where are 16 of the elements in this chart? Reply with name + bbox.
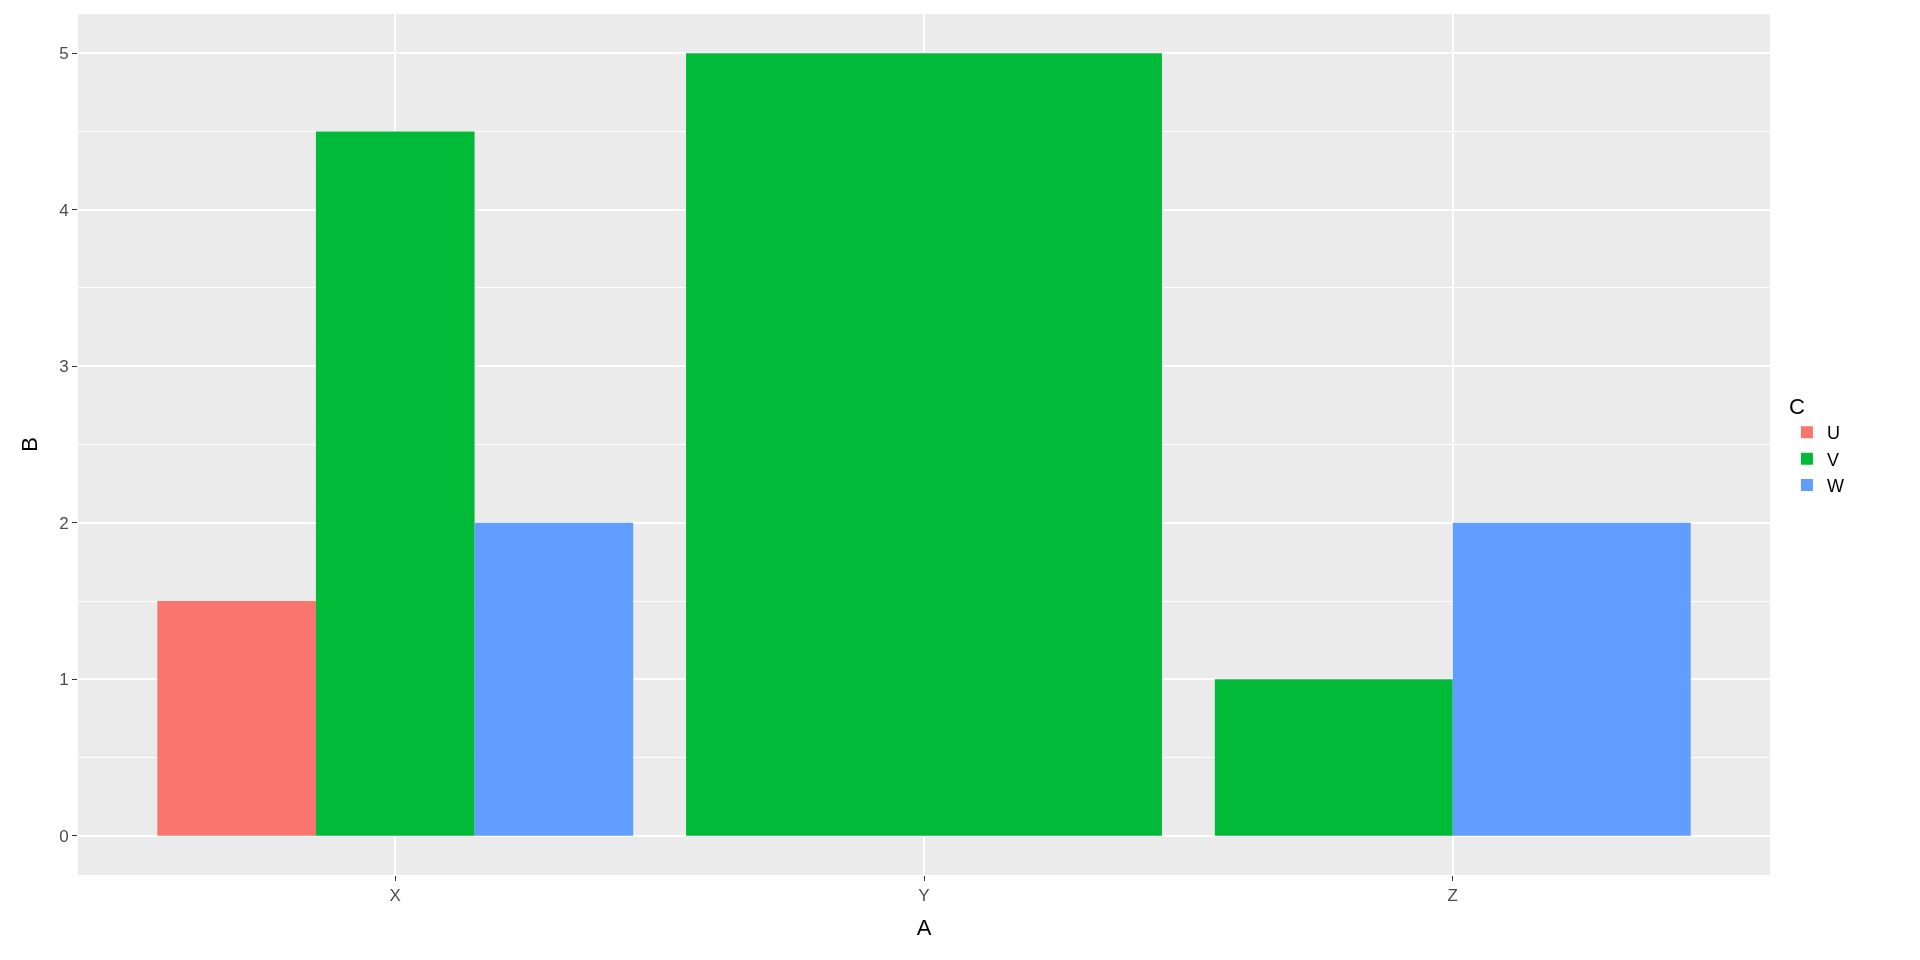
y-tick-label: 5 — [59, 44, 69, 64]
y-tick-label: 2 — [59, 513, 69, 533]
legend-label: U — [1826, 423, 1840, 444]
x-tick-label: Y — [918, 886, 930, 906]
y-tick-label: 0 — [59, 826, 69, 846]
x-tick-label: Z — [1447, 886, 1458, 906]
x-axis-title: A — [916, 915, 932, 941]
legend-title: C — [1788, 394, 1805, 420]
bar — [157, 601, 316, 836]
y-tick-label: 3 — [59, 357, 69, 377]
legend-label: V — [1826, 449, 1839, 470]
y-tick-label: 1 — [59, 670, 69, 690]
legend-label: W — [1826, 476, 1844, 497]
y-tick-label: 4 — [59, 200, 69, 220]
y-axis-title: B — [16, 437, 42, 452]
x-tick-label: X — [389, 886, 401, 906]
